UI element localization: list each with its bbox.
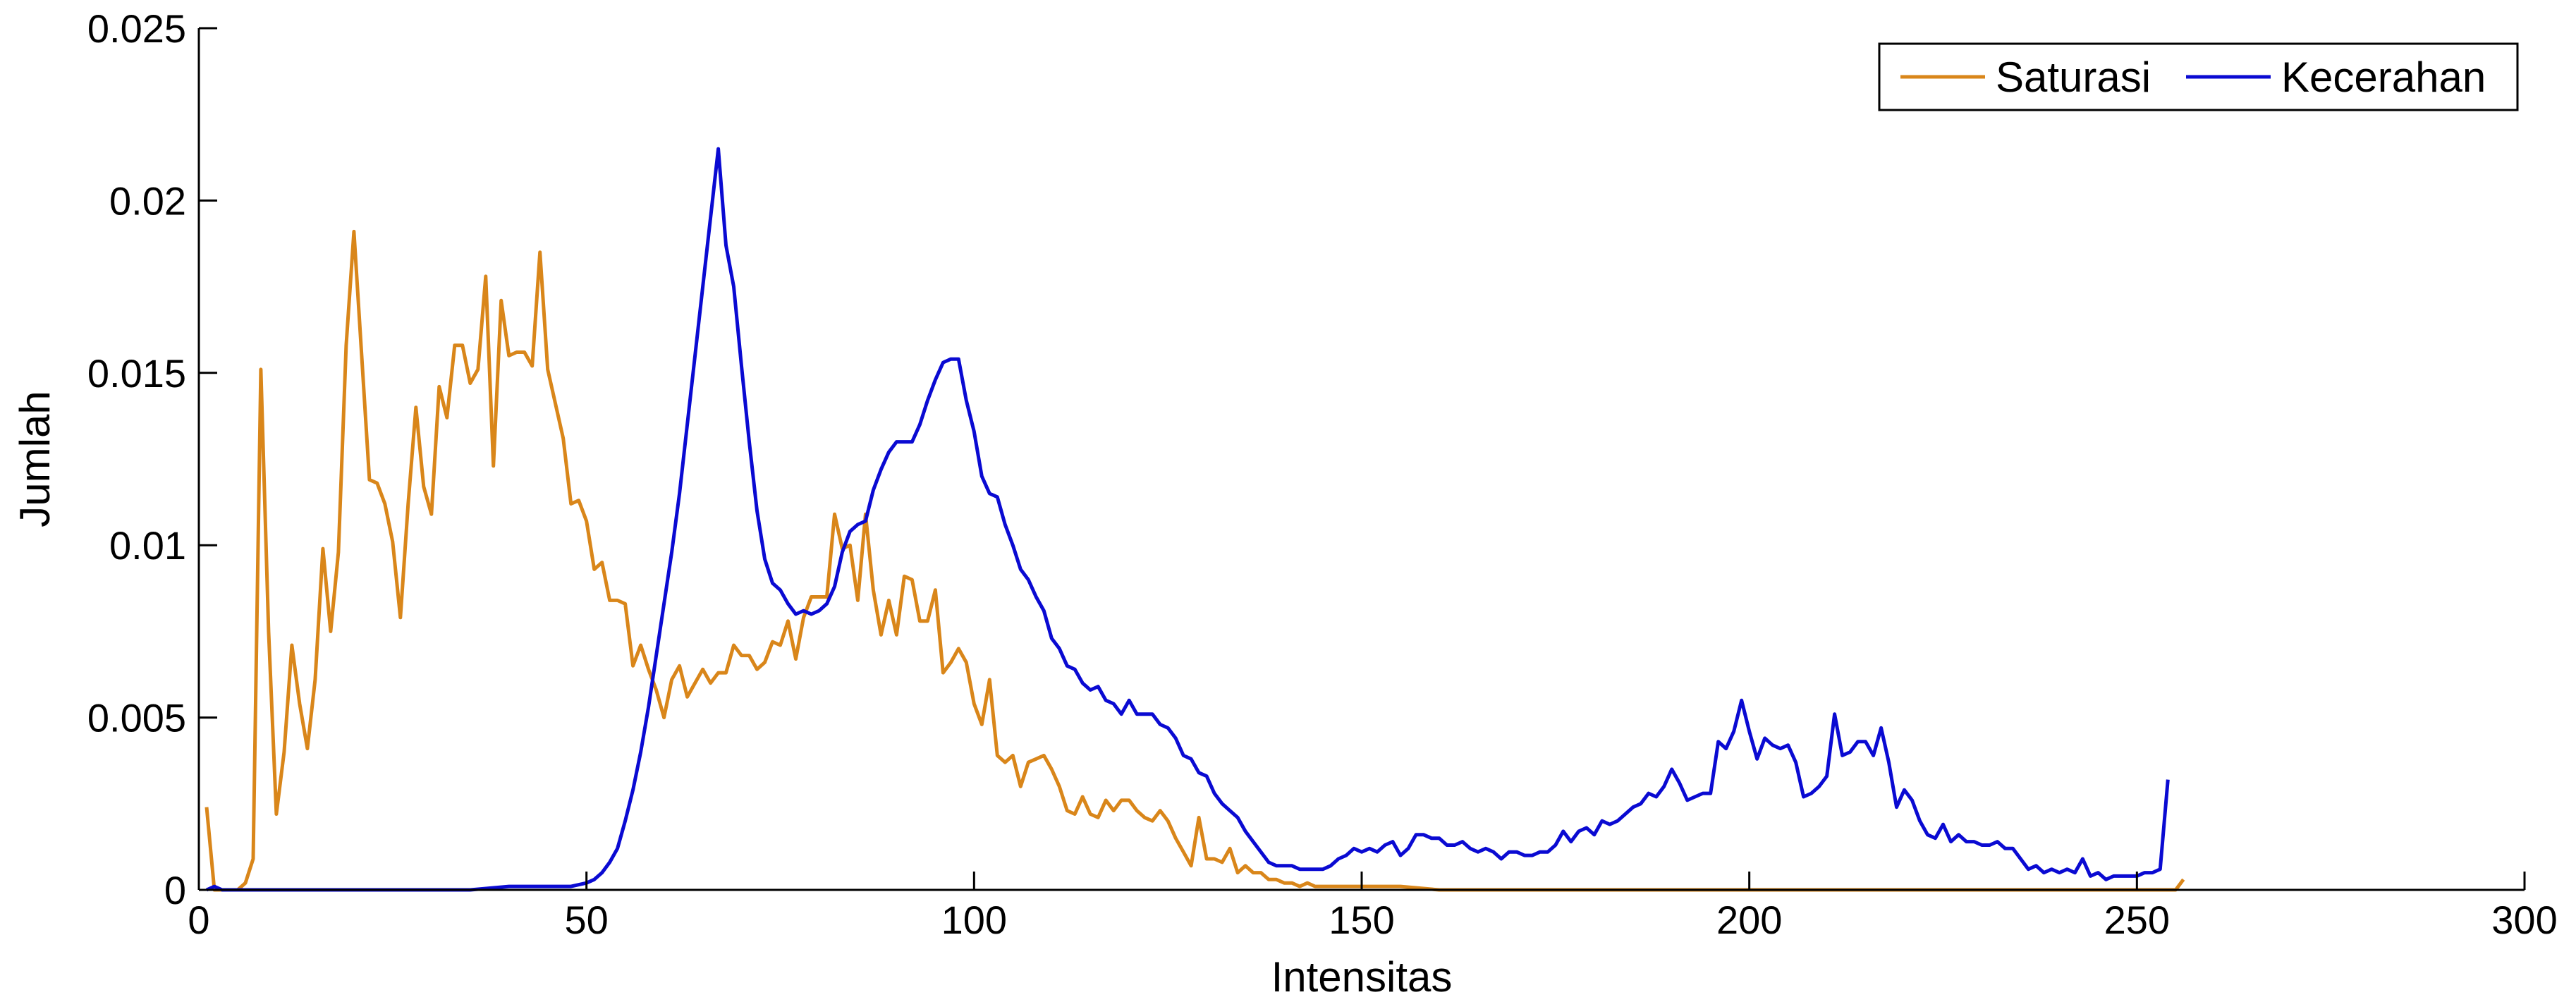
- y-tick-label: 0.025: [87, 6, 186, 51]
- x-tick-label: 0: [188, 898, 209, 942]
- legend-label-saturasi: Saturasi: [1996, 54, 2151, 101]
- x-tick-label: 50: [565, 898, 609, 942]
- x-tick-label: 150: [1329, 898, 1394, 942]
- y-tick-label: 0.01: [109, 523, 186, 568]
- x-tick-label: 250: [2104, 898, 2170, 942]
- series-line-saturasi: [205, 229, 2185, 892]
- x-tick-label: 200: [1716, 898, 1782, 942]
- legend-label-kecerahan: Kecerahan: [2281, 54, 2486, 101]
- series-line-kecerahan: [205, 147, 2170, 892]
- axes: [197, 28, 2525, 891]
- x-tick-label: 100: [941, 898, 1007, 942]
- y-tick-label: 0.015: [87, 351, 186, 396]
- y-tick-label: 0: [164, 868, 186, 912]
- plot-lines: [205, 147, 2185, 892]
- y-tick-label: 0.005: [87, 696, 186, 740]
- y-tick-label: 0.02: [109, 178, 186, 223]
- y-axis-label: Jumlah: [11, 391, 59, 527]
- x-axis-label: Intensitas: [1271, 953, 1453, 1001]
- ticks: 0 50 100 150 200 250 300 0 0.005 0.01 0.015 0.02 0.0…: [87, 6, 2558, 942]
- legend: Saturasi Kecerahan: [1878, 42, 2519, 111]
- x-tick-label: 300: [2491, 898, 2557, 942]
